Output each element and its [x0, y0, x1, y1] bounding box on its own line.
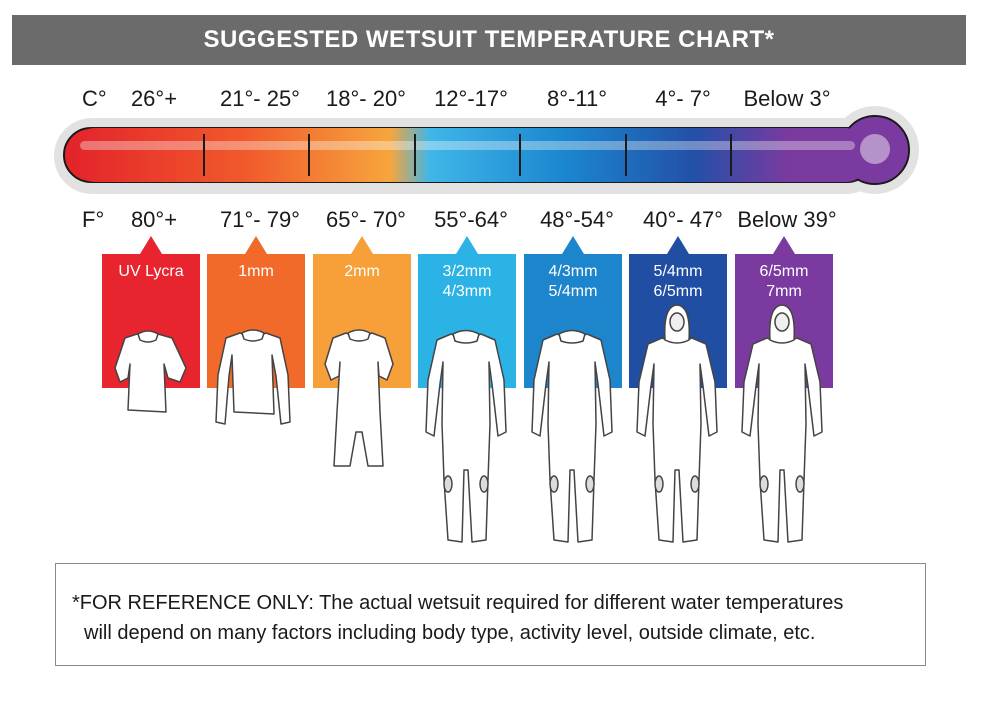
suit-label-4-line2: 4/3mm	[442, 283, 492, 300]
celsius-range-2: 21°- 25°	[220, 86, 300, 111]
suit-label-7: 6/5mm 7mm	[735, 262, 833, 302]
celsius-range-6: 4°- 7°	[655, 86, 711, 111]
celsius-range-1: 26°+	[130, 86, 178, 111]
suit-label-6-line2: 6/5mm	[653, 283, 703, 300]
suit-label-6-line1: 5/4mm	[653, 263, 703, 280]
chart-title-bar: SUGGESTED WETSUIT TEMPERATURE CHART*	[12, 15, 966, 65]
fahrenheit-range-5: 48°-54°	[540, 207, 614, 232]
panel-arrow-5	[562, 236, 584, 254]
panel-arrow-1	[140, 236, 162, 254]
full-wetsuit-icon-2	[531, 329, 613, 543]
celsius-range-3: 18°- 20°	[326, 86, 406, 111]
suit-label-1-line1: UV Lycra	[118, 263, 184, 280]
suit-label-6: 5/4mm 6/5mm	[629, 262, 727, 302]
fahrenheit-range-6: 40°- 47°	[643, 207, 723, 232]
celsius-range-7: Below 3°	[743, 86, 831, 111]
fahrenheit-unit-label: F°	[82, 207, 105, 232]
celsius-range-4: 12°-17°	[434, 86, 508, 111]
fahrenheit-range-7: Below 39°	[737, 207, 837, 232]
reference-note-box: *FOR REFERENCE ONLY: The actual wetsuit …	[55, 563, 926, 666]
suit-label-5: 4/3mm 5/4mm	[524, 262, 622, 302]
celsius-unit-label: C°	[82, 86, 107, 111]
suit-label-3: 2mm	[313, 262, 411, 282]
suit-label-7-line2: 7mm	[766, 283, 802, 300]
suit-label-4: 3/2mm 4/3mm	[418, 262, 516, 302]
suit-label-4-line1: 3/2mm	[442, 263, 492, 280]
suit-label-2: 1mm	[207, 262, 305, 282]
chart-title: SUGGESTED WETSUIT TEMPERATURE CHART*	[203, 26, 775, 53]
panel-arrow-3	[351, 236, 373, 254]
fahrenheit-range-1: 80°+	[130, 207, 178, 232]
fahrenheit-range-2: 71°- 79°	[220, 207, 300, 232]
fahrenheit-range-3: 65°- 70°	[326, 207, 406, 232]
panel-arrow-2	[245, 236, 267, 254]
reference-note-line2: will depend on many factors including bo…	[84, 622, 816, 644]
suit-label-5-line1: 4/3mm	[548, 263, 598, 280]
suit-label-5-line2: 5/4mm	[548, 283, 598, 300]
suit-label-7-line1: 6/5mm	[759, 263, 809, 280]
fahrenheit-range-4: 55°-64°	[434, 207, 508, 232]
shorty-wetsuit-icon	[324, 329, 394, 467]
suit-label-1: UV Lycra	[102, 262, 200, 282]
long-sleeve-top-icon	[215, 329, 291, 425]
hooded-wetsuit-icon-1	[636, 304, 718, 543]
suit-label-2-line1: 1mm	[238, 263, 274, 280]
reference-note-line1: *FOR REFERENCE ONLY: The actual wetsuit …	[72, 592, 844, 614]
suit-label-3-line1: 2mm	[344, 263, 380, 280]
panel-arrow-7	[773, 236, 795, 254]
panel-arrow-4	[456, 236, 478, 254]
hooded-wetsuit-icon-2	[741, 304, 823, 543]
full-wetsuit-icon-1	[425, 329, 507, 543]
celsius-range-5: 8°-11°	[547, 86, 607, 111]
rash-vest-icon	[114, 330, 187, 413]
panel-arrow-6	[667, 236, 689, 254]
